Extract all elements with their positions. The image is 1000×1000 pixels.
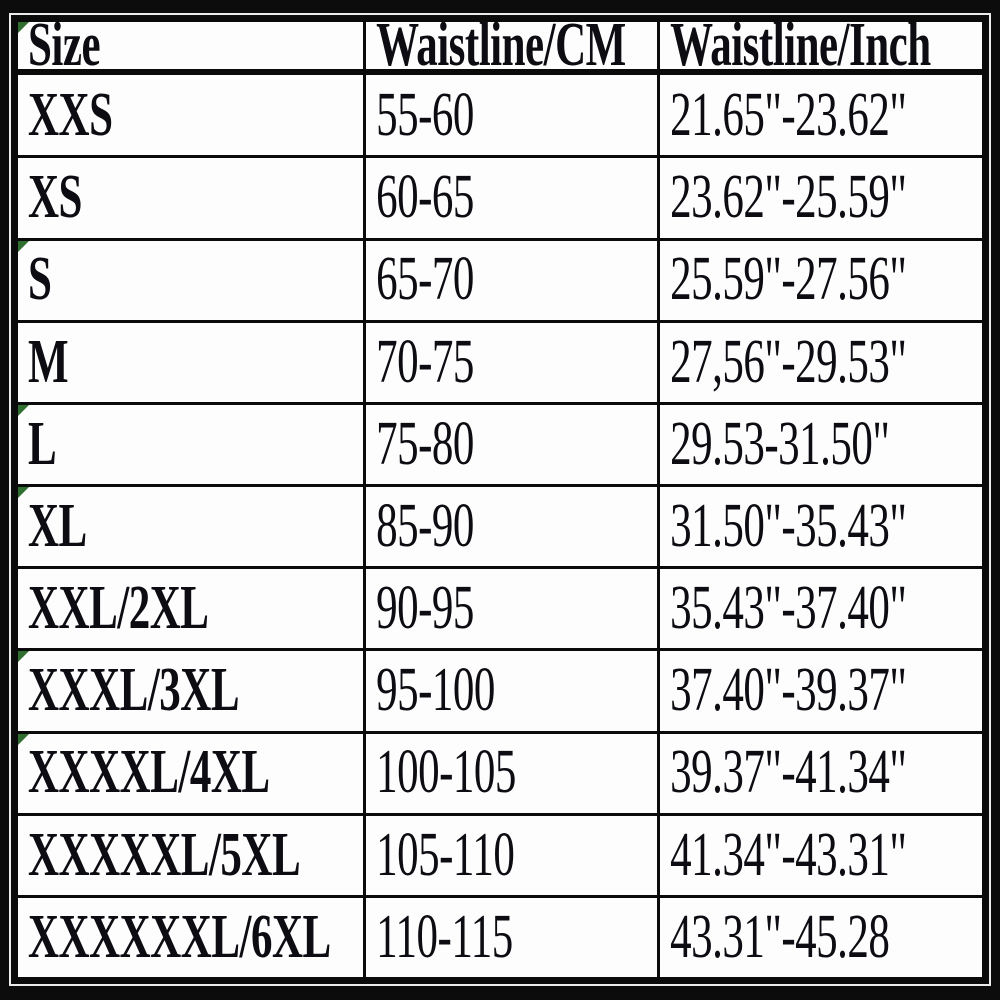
size-label: XXXL/3XL [28,656,240,725]
header-cell-waistline-inch: Waistline/Inch [657,19,985,76]
size-label: XS [28,163,82,232]
size-chart-table: Size Waistline/CM Waistline/Inch XXS 55-6… [14,19,985,981]
waistline-inch-value: 39.37"-41.34" [670,738,907,807]
cell-corner-marker [19,242,29,252]
size-label-cell: XXS [14,70,367,159]
waistline-inch-value: 41.34"-43.31" [670,820,907,890]
cell-corner-marker [19,735,29,745]
cell-corner-marker [19,652,29,663]
waistline-cm-value: 85-90 [376,492,474,561]
waistline-cm-value: 70-75 [376,327,474,397]
size-label-cell: XS [14,155,367,241]
waistline-inch-value: 25.59"-27.56" [670,245,907,314]
waistline-cm-value: 60-65 [376,163,474,232]
cell-corner-marker [19,406,29,416]
table-row: XXXL/3XL 95-100 37.40"-39.37" [14,648,985,734]
size-label-cell: L [14,401,367,488]
waistline-cm-value-cell: 90-95 [363,566,661,652]
cell-corner-marker [19,23,29,33]
waistline-cm-value: 105-110 [376,820,515,890]
header-label-waistline-cm: Waistline/CM [376,20,626,73]
header-label-size: Size [28,20,101,73]
waistline-inch-value-cell: 25.59"-27.56" [657,237,985,323]
waistline-inch-value: 31.50"-35.43" [670,492,907,561]
waistline-inch-value-cell: 23.62"-25.59" [657,155,985,241]
waistline-inch-value: 29.53-31.50" [670,410,890,479]
size-label-cell: XL [14,484,367,570]
size-label: S [28,245,52,314]
waistline-cm-value-cell: 60-65 [363,155,661,241]
size-label: XXXXL/4XL [28,738,270,807]
waistline-cm-value-cell: 110-115 [363,894,661,981]
size-label-cell: XXXL/3XL [14,648,367,734]
waistline-inch-value: 37.40"-39.37" [670,656,907,725]
size-label-cell: S [14,237,367,323]
waistline-inch-value-cell: 27,56"-29.53" [657,319,985,405]
size-label-cell: M [14,319,367,405]
cell-corner-marker [19,488,29,499]
size-label: XL [28,492,87,561]
table-row: XXXXXL/5XL 105-110 41.34"-43.31" [14,812,985,898]
table-row: S 65-70 25.59"-27.56" [14,237,985,323]
waistline-cm-value-cell: 85-90 [363,484,661,570]
table-row: XL 85-90 31.50"-35.43" [14,484,985,570]
waistline-cm-value-cell: 100-105 [363,730,661,816]
waistline-cm-value: 75-80 [376,410,474,479]
waistline-cm-value-cell: 70-75 [363,319,661,405]
size-label: XXXXXL/5XL [28,820,301,890]
waistline-inch-value-cell: 41.34"-43.31" [657,812,985,898]
waistline-inch-value: 35.43"-37.40" [670,574,907,643]
waistline-cm-value: 55-60 [376,81,474,150]
waistline-inch-value-cell: 31.50"-35.43" [657,484,985,570]
header-label-waistline-inch: Waistline/Inch [670,20,931,73]
size-label-cell: XXL/2XL [14,566,367,652]
waistline-inch-value: 43.31"-45.28 [670,903,890,972]
table-row: XS 60-65 23.62"-25.59" [14,155,985,241]
table-row: XXL/2XL 90-95 35.43"-37.40" [14,566,985,652]
size-label: M [28,327,69,397]
table-row: XXXXL/4XL 100-105 39.37"-41.34" [14,730,985,816]
table-row: L 75-80 29.53-31.50" [14,401,985,488]
waistline-inch-value-cell: 35.43"-37.40" [657,566,985,652]
waistline-cm-value: 95-100 [376,656,495,725]
size-label: XXL/2XL [28,574,209,643]
waistline-inch-value-cell: 29.53-31.50" [657,401,985,488]
size-label: XXS [28,81,113,150]
size-label-cell: XXXXXXL/6XL [14,894,367,981]
waistline-inch-value-cell: 37.40"-39.37" [657,648,985,734]
waistline-inch-value-cell: 39.37"-41.34" [657,730,985,816]
size-label-cell: XXXXL/4XL [14,730,367,816]
size-label: XXXXXXL/6XL [28,903,331,972]
waistline-cm-value-cell: 65-70 [363,237,661,323]
header-cell-size: Size [14,19,367,76]
size-label-cell: XXXXXL/5XL [14,812,367,898]
table-row: M 70-75 27,56"-29.53" [14,319,985,405]
waistline-cm-value: 65-70 [376,245,474,314]
waistline-cm-value-cell: 75-80 [363,401,661,488]
waistline-inch-value: 23.62"-25.59" [670,163,907,232]
table-row: XXS 55-60 21.65"-23.62" [14,70,985,159]
size-chart-sheet: Size Waistline/CM Waistline/Inch XXS 55-6… [9,13,991,986]
header-row: Size Waistline/CM Waistline/Inch [14,19,985,76]
waistline-cm-value: 100-105 [376,738,516,807]
waistline-cm-value: 110-115 [376,903,513,972]
waistline-inch-value-cell: 43.31"-45.28 [657,894,985,981]
header-cell-waistline-cm: Waistline/CM [363,19,661,76]
waistline-cm-value: 90-95 [376,574,474,643]
waistline-inch-value: 27,56"-29.53" [670,327,907,397]
waistline-cm-value-cell: 95-100 [363,648,661,734]
waistline-inch-value: 21.65"-23.62" [670,81,907,150]
waistline-cm-value-cell: 55-60 [363,70,661,159]
table-row: XXXXXXL/6XL 110-115 43.31"-45.28 [14,894,985,981]
size-label: L [28,410,57,479]
waistline-inch-value-cell: 21.65"-23.62" [657,70,985,159]
waistline-cm-value-cell: 105-110 [363,812,661,898]
size-table-body: XXS 55-60 21.65"-23.62" XS 60-65 23.62"-25.59… [14,70,985,981]
